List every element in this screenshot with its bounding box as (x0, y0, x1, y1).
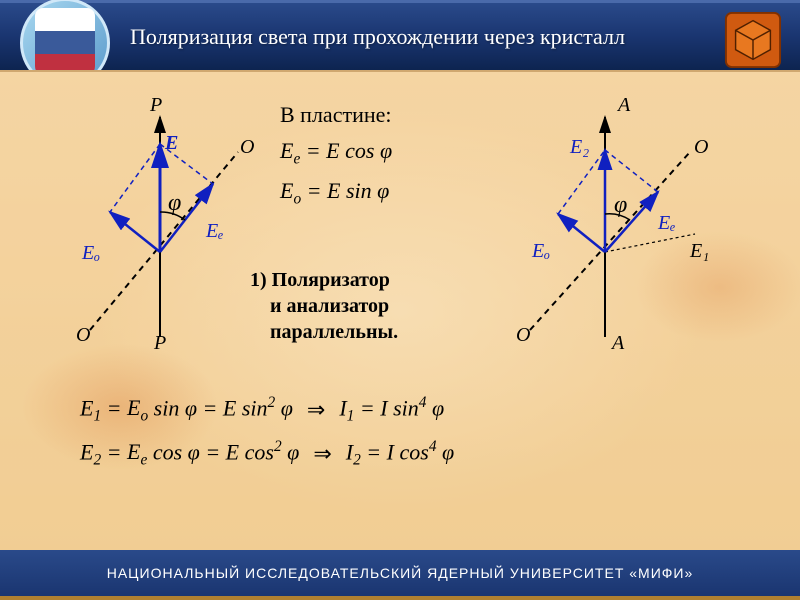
eq-I1: I1 = I sin4 φ (339, 394, 444, 426)
note-num: 1) (250, 269, 267, 291)
label-E2: E₂ (570, 136, 589, 159)
label-A-top: A (618, 94, 630, 117)
label-E1: E₁ (690, 240, 709, 263)
eq-I2: I2 = I cos4 φ (346, 438, 454, 470)
eq-Eo: Eo = E sin φ (280, 178, 392, 208)
polarizer-diagram: P P O O E φ Eₑ Eₒ (50, 92, 270, 342)
label-A-bot: A (612, 332, 624, 355)
polarizer-svg (50, 92, 270, 352)
label-phi: φ (168, 190, 181, 217)
plate-formulas: В пластине: Ee = E cos φ Eo = E sin φ (280, 102, 392, 219)
label-Eo-r: Eₒ (532, 240, 550, 263)
label-Ee: Eₑ (206, 220, 223, 243)
eq-E2: E2 = Ee cos φ = E cos2 φ (80, 438, 299, 470)
note-l2: и анализатор (270, 295, 389, 317)
label-phi-r: φ (614, 192, 627, 219)
note-l1: Поляризатор (272, 269, 390, 291)
cube-logo-icon (724, 11, 782, 69)
label-O-bot-r: O (516, 324, 530, 347)
label-Eo: Eₒ (82, 242, 100, 265)
slide-footer: НАЦИОНАЛЬНЫЙ ИССЛЕДОВАТЕЛЬСКИЙ ЯДЕРНЫЙ У… (0, 550, 800, 600)
label-O-top-r: O (694, 136, 708, 159)
label-P-top: P (150, 94, 162, 117)
slide-header: Поляризация света при прохождении через … (0, 0, 800, 70)
formula-row-1: E1 = Eo sin φ = E sin2 φ ⇒ I1 = I sin4 φ (80, 394, 454, 426)
formula-row-2: E2 = Ee cos φ = E cos2 φ ⇒ I2 = I cos4 φ (80, 438, 454, 470)
eq-Ee: Ee = E cos φ (280, 138, 392, 168)
footer-caption: НАЦИОНАЛЬНЫЙ ИССЛЕДОВАТЕЛЬСКИЙ ЯДЕРНЫЙ У… (107, 565, 694, 581)
label-Ee-r: Eₑ (658, 212, 675, 235)
analyzer-diagram: A A O O φ E₂ Eₑ Eₒ E₁ (490, 92, 730, 342)
slide-content: P P O O E φ Eₑ Eₒ A A (0, 70, 800, 550)
case-note: 1) Поляризатор и анализатор параллельны. (250, 267, 398, 345)
label-O-bot: O (76, 324, 90, 347)
implies-2: ⇒ (313, 441, 331, 467)
implies-1: ⇒ (307, 397, 325, 423)
slide-title: Поляризация света при прохождении через … (130, 24, 625, 50)
note-l3: параллельны. (270, 321, 398, 343)
emblem-shield (35, 8, 95, 78)
plate-heading: В пластине: (280, 102, 392, 128)
analyzer-svg (490, 92, 730, 352)
result-formulas: E1 = Eo sin φ = E sin2 φ ⇒ I1 = I sin4 φ… (80, 382, 454, 481)
label-P-bot: P (154, 332, 166, 355)
eq-E1: E1 = Eo sin φ = E sin2 φ (80, 394, 293, 426)
label-O-top: O (240, 136, 254, 159)
label-E: E (165, 132, 178, 155)
